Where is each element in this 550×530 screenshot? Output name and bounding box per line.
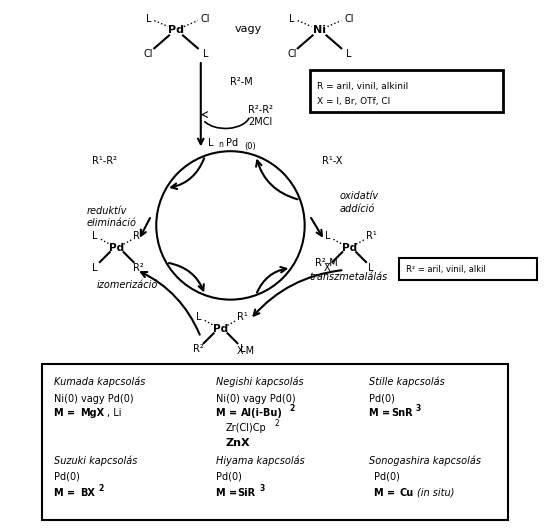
Text: reduktív: reduktív [87,206,128,216]
Text: L: L [196,313,201,322]
Text: 2: 2 [274,419,279,428]
Text: L: L [289,14,295,24]
Text: L: L [146,14,151,24]
Text: L: L [203,49,208,59]
Text: SiR: SiR [238,488,256,498]
Text: Kumada kapcsolás: Kumada kapcsolás [54,376,146,387]
Text: Stille kapcsolás: Stille kapcsolás [369,376,445,387]
Text: R¹-R²: R¹-R² [92,156,117,166]
Text: Pd(0): Pd(0) [216,472,241,482]
Text: R¹: R¹ [133,231,144,241]
Text: Negishi kapcsolás: Negishi kapcsolás [216,376,303,387]
Text: Pd: Pd [109,243,124,253]
Text: BX: BX [80,488,95,498]
Text: Cl: Cl [287,49,296,59]
Text: M =: M = [216,409,240,418]
Text: Pd: Pd [213,324,228,334]
Text: Cl: Cl [201,14,211,24]
Text: MgX: MgX [80,409,104,418]
Text: L: L [92,263,98,273]
Text: Pd(0): Pd(0) [54,472,80,482]
Text: Suzuki kapcsolás: Suzuki kapcsolás [54,456,138,466]
Text: SnR: SnR [390,409,412,418]
Text: R²-M: R²-M [230,77,253,87]
Text: (in situ): (in situ) [417,488,455,498]
Bar [310,70,503,112]
Text: Cl: Cl [344,14,354,24]
Text: Al(i-Bu): Al(i-Bu) [241,409,283,418]
Text: oxidatív: oxidatív [339,191,378,201]
Text: Ni(0) vagy Pd(0): Ni(0) vagy Pd(0) [54,394,134,403]
Text: Cu: Cu [400,488,414,498]
Text: addíció: addíció [339,204,375,214]
Bar [42,364,508,520]
Text: Pd: Pd [342,243,357,253]
Text: R = aril, vinil, alkinil: R = aril, vinil, alkinil [317,82,408,91]
Text: 2: 2 [290,404,295,413]
Text: R²: R² [133,263,144,273]
Text: Pd: Pd [227,138,239,148]
Text: L: L [368,263,374,273]
Text: Zr(Cl)Cp: Zr(Cl)Cp [226,423,266,433]
Text: R²-R²: R²-R² [248,104,273,114]
Text: elimináció: elimináció [87,218,137,228]
Text: Ni: Ni [313,25,326,36]
Text: (0): (0) [244,142,256,151]
Text: 2MCl: 2MCl [248,117,273,127]
Text: M =: M = [54,409,79,418]
Text: L: L [240,344,245,354]
Text: Ni(0) vagy Pd(0): Ni(0) vagy Pd(0) [216,394,295,403]
Text: M =: M = [369,409,390,418]
Text: L: L [92,231,98,241]
Text: M =: M = [374,488,398,498]
Text: transzmetalálás: transzmetalálás [310,272,388,282]
Text: izomerizáció: izomerizáció [97,280,158,290]
Text: 3: 3 [259,483,265,492]
Text: R²-M: R²-M [315,258,337,268]
Text: , Li: , Li [107,409,122,418]
Text: L: L [208,138,213,148]
Text: L: L [324,231,330,241]
Text: X: X [324,263,331,273]
Text: ZnX: ZnX [226,438,250,448]
Bar [399,258,537,280]
Text: Pd(0): Pd(0) [374,472,400,482]
Text: R¹: R¹ [237,313,248,322]
Text: R¹-X: R¹-X [322,156,343,166]
Text: 2: 2 [98,483,103,492]
Text: Cl: Cl [144,49,153,59]
Text: M =: M = [54,488,79,498]
Text: R²: R² [194,344,204,354]
Text: n: n [218,140,223,149]
Text: 3: 3 [415,404,421,413]
Text: M =: M = [216,488,236,498]
Text: R² = aril, vinil, alkil: R² = aril, vinil, alkil [405,266,486,275]
Text: Pd(0): Pd(0) [369,394,395,403]
Text: vagy: vagy [235,23,262,33]
Text: R¹: R¹ [366,231,376,241]
Text: X-M: X-M [236,346,255,356]
Text: Pd: Pd [168,25,184,36]
Text: X = I, Br, OTf, Cl: X = I, Br, OTf, Cl [317,97,390,106]
Text: Sonogashira kapcsolás: Sonogashira kapcsolás [369,456,481,466]
Text: Hiyama kapcsolás: Hiyama kapcsolás [216,456,304,466]
Text: L: L [346,49,352,59]
